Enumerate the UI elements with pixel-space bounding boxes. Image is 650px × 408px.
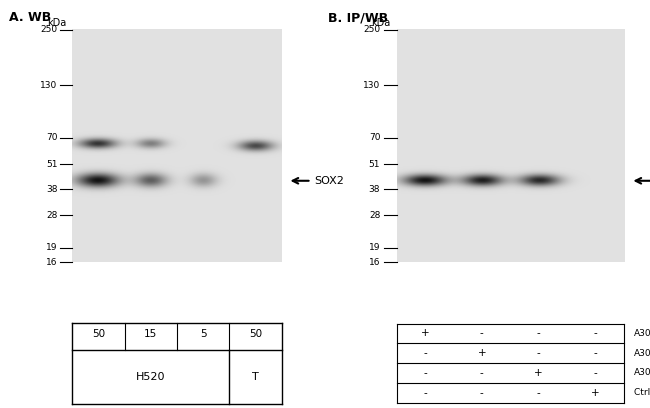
Text: -: -	[480, 388, 484, 398]
Text: 28: 28	[46, 211, 57, 220]
Text: -: -	[423, 348, 427, 358]
Text: -: -	[593, 348, 597, 358]
Text: 19: 19	[46, 244, 57, 253]
Text: -: -	[593, 328, 597, 339]
Text: -: -	[423, 388, 427, 398]
Text: -: -	[593, 368, 597, 378]
Text: 130: 130	[363, 81, 380, 90]
Text: 38: 38	[369, 185, 380, 194]
Text: 51: 51	[369, 160, 380, 169]
Text: 15: 15	[144, 329, 157, 339]
Text: T: T	[252, 372, 259, 381]
Text: 250: 250	[363, 25, 380, 34]
Text: 51: 51	[46, 160, 57, 169]
Text: +: +	[592, 388, 600, 398]
Text: 130: 130	[40, 81, 57, 90]
Text: 5: 5	[200, 329, 207, 339]
Text: -: -	[423, 368, 427, 378]
Text: -: -	[537, 348, 541, 358]
Text: -: -	[537, 388, 541, 398]
Text: kDa: kDa	[47, 18, 66, 28]
Text: +: +	[421, 328, 429, 339]
Text: 50: 50	[249, 329, 262, 339]
Text: A301-739A: A301-739A	[634, 329, 650, 338]
Text: 70: 70	[46, 133, 57, 142]
Text: 16: 16	[46, 258, 57, 267]
Text: 50: 50	[92, 329, 105, 339]
Text: A301-740A: A301-740A	[634, 349, 650, 358]
Text: A. WB: A. WB	[10, 11, 52, 24]
Text: 70: 70	[369, 133, 380, 142]
Text: -: -	[480, 328, 484, 339]
Text: +: +	[534, 368, 543, 378]
Text: kDa: kDa	[370, 18, 390, 28]
Text: A301-741A: A301-741A	[634, 368, 650, 377]
Text: B. IP/WB: B. IP/WB	[328, 11, 389, 24]
Text: 38: 38	[46, 185, 57, 194]
Text: SOX2: SOX2	[315, 176, 344, 186]
Text: 19: 19	[369, 244, 380, 253]
Text: 16: 16	[369, 258, 380, 267]
Bar	[72, 30, 281, 262]
Text: H520: H520	[136, 372, 166, 381]
Bar	[396, 30, 624, 262]
Text: 250: 250	[40, 25, 57, 34]
Text: 28: 28	[369, 211, 380, 220]
Text: -: -	[537, 328, 541, 339]
Text: Ctrl IgG: Ctrl IgG	[634, 388, 650, 397]
Text: -: -	[480, 368, 484, 378]
Text: +: +	[478, 348, 486, 358]
